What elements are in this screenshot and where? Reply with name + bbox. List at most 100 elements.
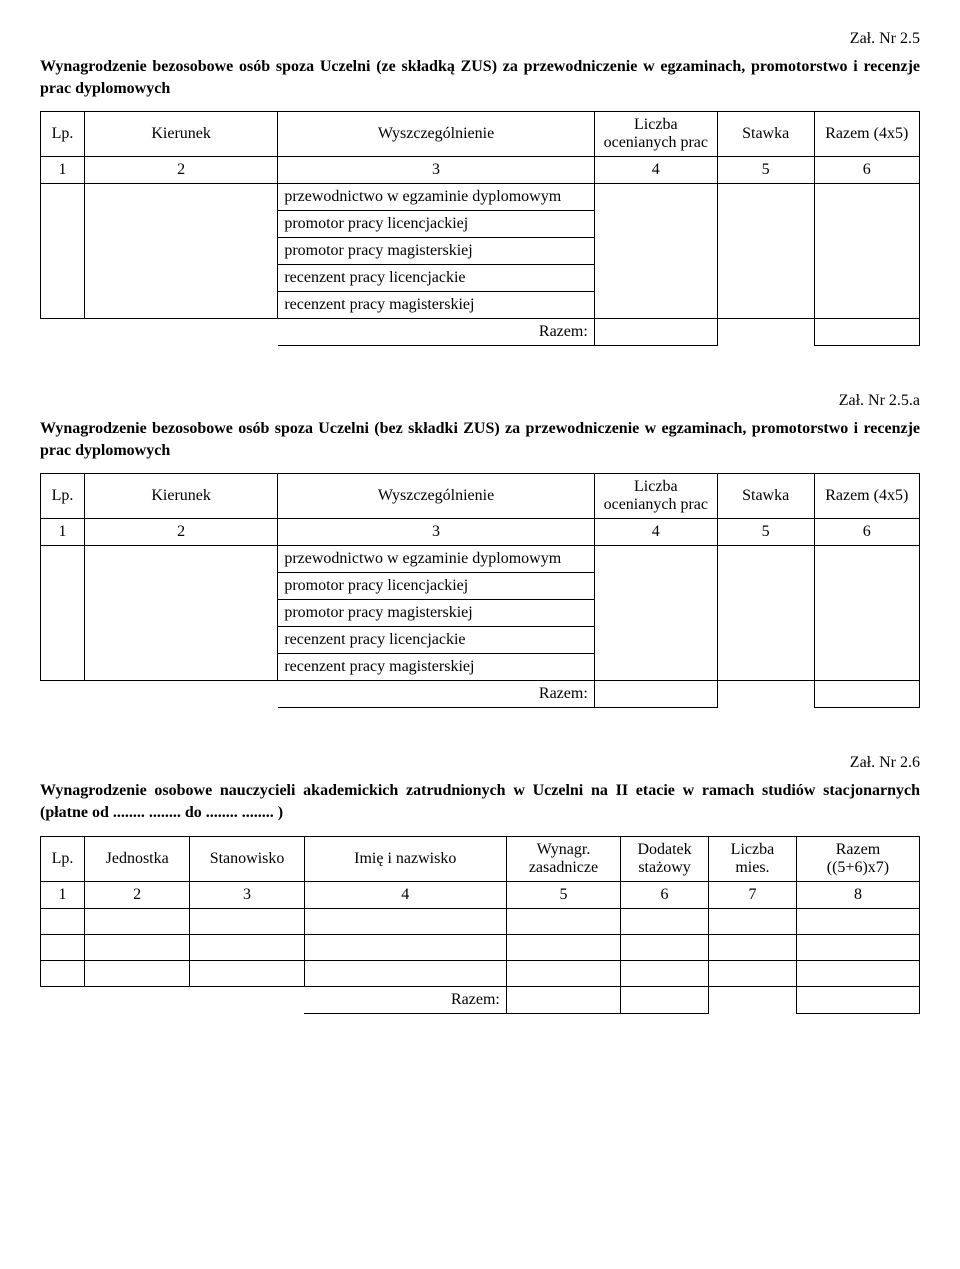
cell-wys: promotor pracy magisterskiej [278, 600, 594, 627]
cell-wys: promotor pracy licencjackiej [278, 573, 594, 600]
num-cell: 4 [594, 157, 717, 184]
cell [621, 934, 709, 960]
cell-wys: recenzent pracy magisterskiej [278, 654, 594, 681]
cell [709, 934, 797, 960]
cell-lp [41, 184, 85, 319]
sum-cell [594, 319, 717, 346]
th-wyszczegolnienie: Wyszczególnienie [278, 112, 594, 157]
cell [506, 960, 620, 986]
cell-wys: przewodnictwo w egzaminie dyplomowym [278, 184, 594, 211]
table-numrow: 1 2 3 4 5 6 7 8 [41, 881, 920, 908]
table-sum-row: Razem: [41, 986, 920, 1013]
num-cell: 5 [717, 519, 814, 546]
th-imie: Imię i nazwisko [304, 836, 506, 881]
th-dodatek: Dodatek stażowy [621, 836, 709, 881]
cell-wys: recenzent pracy licencjackie [278, 265, 594, 292]
table-sum-row: Razem: [41, 319, 920, 346]
sum-cell [796, 986, 919, 1013]
cell-wys: promotor pracy licencjackiej [278, 211, 594, 238]
th-kierunek: Kierunek [84, 112, 277, 157]
section-title-3: Wynagrodzenie osobowe nauczycieli akadem… [40, 780, 920, 823]
table-row [41, 934, 920, 960]
cell [709, 908, 797, 934]
cell [190, 960, 304, 986]
cell [304, 960, 506, 986]
table-header-row: Lp. Jednostka Stanowisko Imię i nazwisko… [41, 836, 920, 881]
num-cell: 6 [814, 519, 920, 546]
cell [41, 934, 85, 960]
table-numrow: 1 2 3 4 5 6 [41, 519, 920, 546]
th-stawka: Stawka [717, 474, 814, 519]
cell [84, 960, 189, 986]
cell [621, 908, 709, 934]
cell [304, 908, 506, 934]
cell [190, 934, 304, 960]
th-wynagr: Wynagr. zasadnicze [506, 836, 620, 881]
num-cell: 2 [84, 519, 277, 546]
cell-stawka [717, 546, 814, 681]
sum-gap [717, 319, 814, 346]
num-cell: 1 [41, 881, 85, 908]
table-section-1: Lp. Kierunek Wyszczególnienie Liczba oce… [40, 111, 920, 346]
cell-lp [41, 546, 85, 681]
th-stawka: Stawka [717, 112, 814, 157]
cell-wys: recenzent pracy licencjackie [278, 627, 594, 654]
th-stanowisko: Stanowisko [190, 836, 304, 881]
table-row: przewodnictwo w egzaminie dyplomowym [41, 546, 920, 573]
num-cell: 1 [41, 157, 85, 184]
table-section-2: Lp. Kierunek Wyszczególnienie Liczba oce… [40, 473, 920, 708]
cell-wys: promotor pracy magisterskiej [278, 238, 594, 265]
num-cell: 4 [594, 519, 717, 546]
cell [506, 908, 620, 934]
sum-cell [594, 681, 717, 708]
cell [621, 960, 709, 986]
attachment-label-3: Zał. Nr 2.6 [40, 754, 920, 772]
th-razem: Razem ((5+6)x7) [796, 836, 919, 881]
num-cell: 7 [709, 881, 797, 908]
th-lp: Lp. [41, 112, 85, 157]
cell-wys: przewodnictwo w egzaminie dyplomowym [278, 546, 594, 573]
num-cell: 6 [814, 157, 920, 184]
attachment-label-1: Zał. Nr 2.5 [40, 30, 920, 48]
cell-liczba [594, 546, 717, 681]
cell [41, 908, 85, 934]
cell-liczba [594, 184, 717, 319]
num-cell: 8 [796, 881, 919, 908]
sum-label: Razem: [304, 986, 506, 1013]
cell [84, 908, 189, 934]
num-cell: 3 [278, 519, 594, 546]
section-title-2: Wynagrodzenie bezosobowe osób spoza Ucze… [40, 418, 920, 461]
cell [41, 960, 85, 986]
cell [190, 908, 304, 934]
num-cell: 3 [278, 157, 594, 184]
table-numrow: 1 2 3 4 5 6 [41, 157, 920, 184]
cell [796, 960, 919, 986]
th-razem: Razem (4x5) [814, 474, 920, 519]
num-cell: 5 [506, 881, 620, 908]
cell-wys: recenzent pracy magisterskiej [278, 292, 594, 319]
th-lp: Lp. [41, 836, 85, 881]
th-kierunek: Kierunek [84, 474, 277, 519]
num-cell: 2 [84, 881, 189, 908]
cell-kierunek [84, 546, 277, 681]
cell-kierunek [84, 184, 277, 319]
sum-label: Razem: [278, 319, 594, 346]
cell-razem [814, 546, 920, 681]
sum-gap [717, 681, 814, 708]
num-cell: 3 [190, 881, 304, 908]
table-row: przewodnictwo w egzaminie dyplomowym [41, 184, 920, 211]
cell-stawka [717, 184, 814, 319]
table-header-row: Lp. Kierunek Wyszczególnienie Liczba oce… [41, 474, 920, 519]
attachment-label-2: Zał. Nr 2.5.a [40, 392, 920, 410]
sum-cell [814, 319, 920, 346]
th-liczba: Liczba mies. [709, 836, 797, 881]
table-sum-row: Razem: [41, 681, 920, 708]
cell-razem [814, 184, 920, 319]
sum-cell [506, 986, 620, 1013]
cell [796, 908, 919, 934]
sum-gap [709, 986, 797, 1013]
th-liczba: Liczba ocenianych prac [594, 112, 717, 157]
table-section-3: Lp. Jednostka Stanowisko Imię i nazwisko… [40, 836, 920, 1014]
cell [304, 934, 506, 960]
sum-label: Razem: [278, 681, 594, 708]
